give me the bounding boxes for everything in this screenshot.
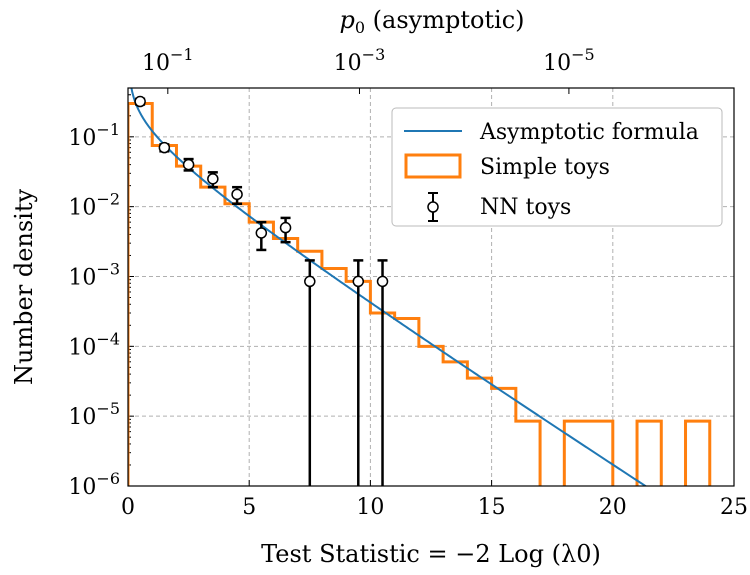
top-axis-ticks: 10−1 10−3 10−5 bbox=[142, 45, 595, 94]
x-axis-title: Test Statistic = −2 Log (λ0) bbox=[261, 540, 601, 568]
nn-toy-marker bbox=[304, 275, 316, 288]
top-axis-subscript: 0 bbox=[355, 18, 365, 37]
nn-toy-point bbox=[182, 157, 195, 172]
nn-toy-point bbox=[255, 220, 268, 252]
y-tick-label: 10−3 bbox=[68, 259, 120, 290]
x-tick-label: 25 bbox=[720, 495, 748, 520]
y-tick-label: 10−4 bbox=[68, 329, 120, 360]
legend-label-simple-toys: Simple toys bbox=[480, 155, 610, 180]
y-tick-label: 10−5 bbox=[68, 399, 120, 430]
legend-hist-swatch bbox=[404, 153, 462, 179]
y-tick-label: 10−2 bbox=[68, 190, 120, 221]
asymptotic-formula-line bbox=[130, 88, 648, 486]
nn-toy-point bbox=[376, 259, 389, 486]
top-axis-title: p0 (asymptotic) bbox=[339, 6, 524, 37]
nn-toy-marker bbox=[279, 221, 292, 234]
nn-toy-marker bbox=[352, 275, 365, 288]
x-tick-label: 20 bbox=[599, 495, 627, 520]
y-tick-label: 10−6 bbox=[68, 469, 120, 500]
nn-toy-marker bbox=[134, 95, 146, 108]
x-tick-label: 5 bbox=[242, 495, 256, 520]
y-axis-title: Number density bbox=[10, 189, 38, 386]
nn-toy-point bbox=[279, 216, 292, 244]
nn-toy-marker bbox=[376, 275, 389, 288]
y-tick-label: 10−1 bbox=[68, 120, 120, 151]
nn-toy-marker bbox=[182, 158, 195, 171]
nn-toy-point bbox=[352, 259, 365, 486]
nn-toy-marker bbox=[207, 173, 219, 185]
nn-toy-marker bbox=[158, 141, 171, 154]
top-tick-label: 10−3 bbox=[334, 45, 386, 76]
nn-toy-point bbox=[304, 259, 316, 486]
nn-toy-point bbox=[231, 185, 243, 206]
nn-toy-point bbox=[134, 95, 146, 108]
x-tick-label: 0 bbox=[121, 495, 135, 520]
nn-toys-points bbox=[134, 95, 389, 486]
legend-label-nn-toys: NN toys bbox=[480, 195, 571, 220]
plot-frame bbox=[127, 87, 735, 487]
nn-toy-point bbox=[207, 171, 219, 189]
simple-toys-histogram bbox=[128, 101, 712, 486]
y-axis-ticks: 10−1 10−2 10−3 10−4 10−5 10−6 bbox=[68, 94, 134, 500]
legend-label-asymptotic: Asymptotic formula bbox=[479, 120, 699, 145]
nn-toy-marker bbox=[231, 188, 243, 201]
legend-box bbox=[391, 107, 723, 227]
nn-toy-point bbox=[158, 141, 171, 154]
top-tick-label: 10−5 bbox=[543, 45, 595, 76]
x-tick-label: 10 bbox=[356, 495, 384, 520]
legend: Asymptotic formula Simple toys NN toys bbox=[391, 107, 723, 227]
legend-errorbar-swatch bbox=[427, 192, 439, 222]
top-tick-label: 10−1 bbox=[142, 45, 194, 76]
nn-toy-marker bbox=[255, 227, 268, 239]
x-tick-label: 15 bbox=[478, 495, 506, 520]
